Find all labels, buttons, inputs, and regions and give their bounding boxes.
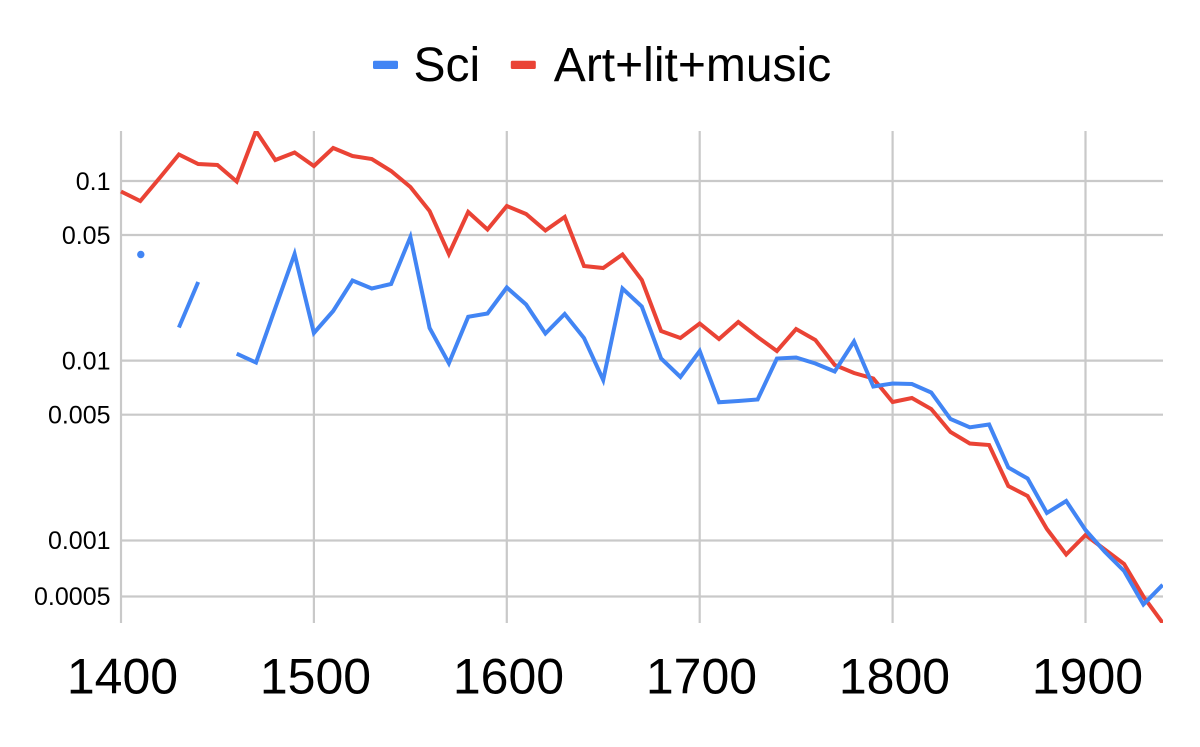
svg-text:Sci: Sci — [414, 39, 481, 92]
svg-text:0.05: 0.05 — [62, 222, 111, 250]
svg-text:0.001: 0.001 — [48, 527, 111, 555]
svg-text:1500: 1500 — [260, 649, 371, 705]
svg-text:0.005: 0.005 — [48, 401, 111, 429]
svg-text:1600: 1600 — [453, 649, 564, 705]
svg-text:0.1: 0.1 — [76, 168, 111, 196]
svg-text:0.01: 0.01 — [62, 347, 111, 375]
svg-text:Art+lit+music: Art+lit+music — [554, 39, 831, 92]
svg-text:1700: 1700 — [646, 649, 757, 705]
svg-text:1900: 1900 — [1032, 649, 1143, 705]
svg-text:1400: 1400 — [67, 649, 178, 705]
svg-text:0.0005: 0.0005 — [34, 583, 110, 611]
svg-text:1800: 1800 — [839, 649, 950, 705]
